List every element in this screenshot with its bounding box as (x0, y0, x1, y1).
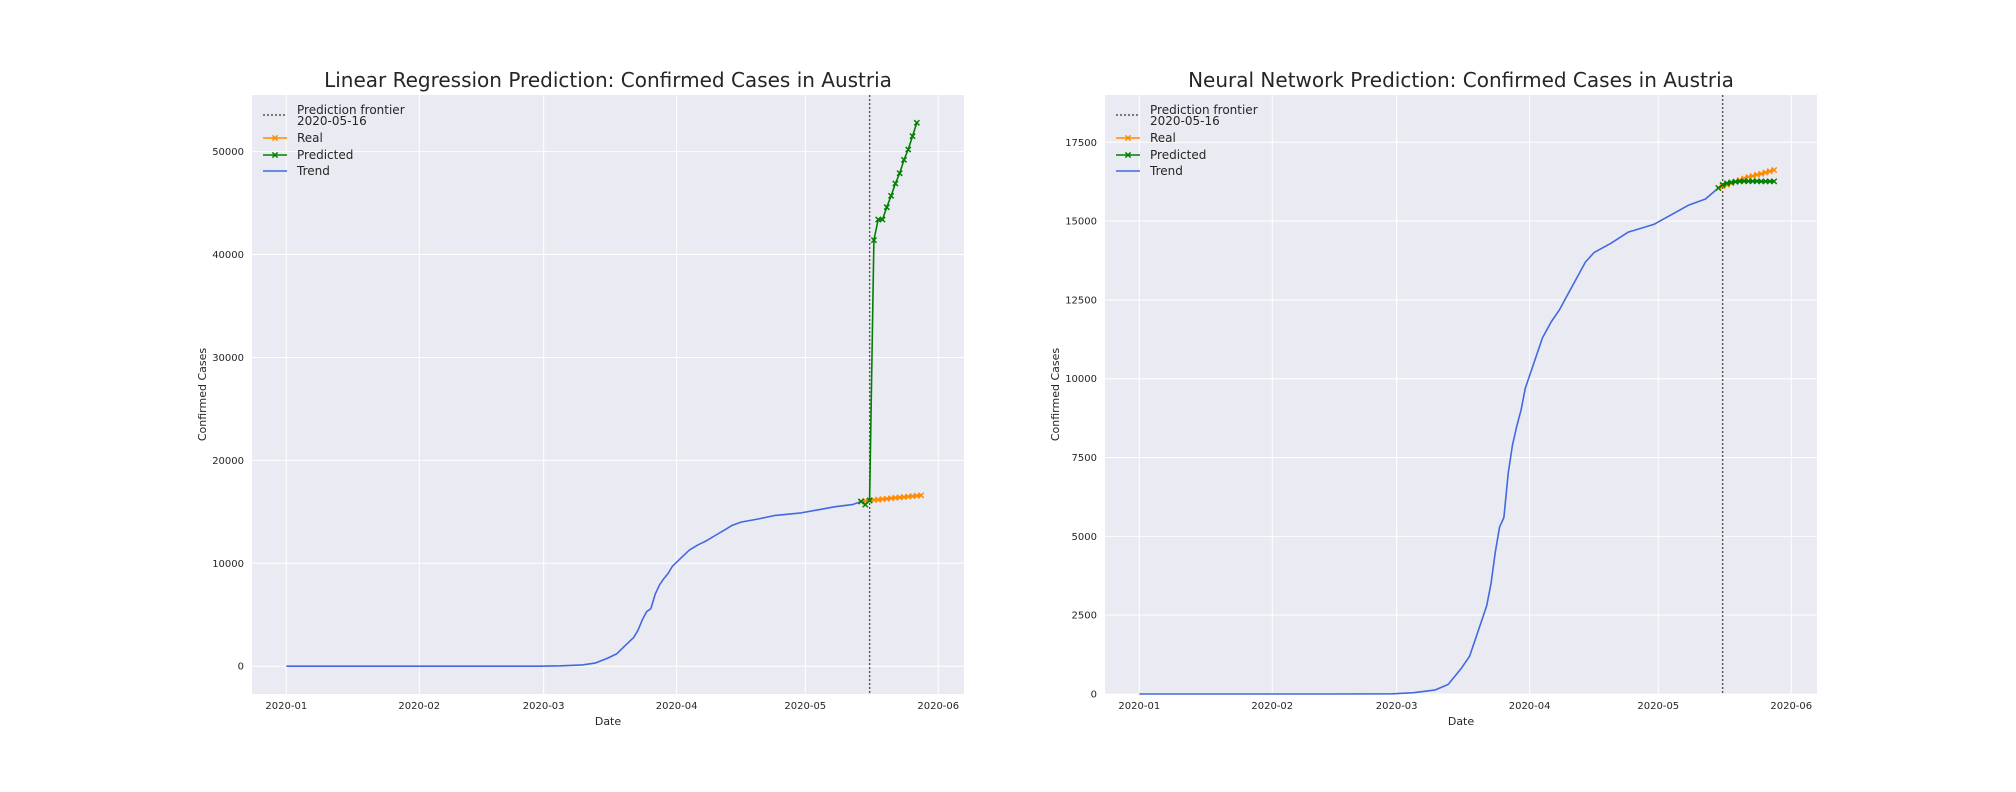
data-point-predicted (905, 146, 912, 153)
legend-label-real: Real (297, 131, 323, 145)
legend: Prediction frontier 2020-05-16 Real Predic… (1116, 103, 1258, 178)
data-point-predicted (1715, 184, 1722, 192)
x-tick-label: 2020-01 (265, 701, 307, 712)
data-point-real (1749, 172, 1756, 180)
data-point-predicted (900, 156, 908, 163)
grid (252, 95, 964, 694)
data-point-predicted (1770, 178, 1778, 185)
data-point-predicted (1719, 181, 1726, 188)
x-tick-label: 2020-03 (1376, 701, 1418, 712)
data-point-predicted (1723, 180, 1731, 187)
legend: Prediction frontier 2020-05-16 Real Predic… (263, 103, 405, 178)
y-tick-label: 0 (238, 662, 244, 673)
x-tick-label: 2020-05 (1637, 701, 1679, 712)
x-tick-label: 2020-03 (523, 701, 565, 712)
data-point-predicted (887, 192, 895, 199)
legend-label-frontier-date: 2020-05-16 (297, 114, 367, 128)
y-tick-label: 40000 (212, 250, 244, 261)
series-line-trend (1139, 187, 1719, 695)
data-point-real (1766, 168, 1773, 175)
data-point-predicted (870, 236, 878, 244)
legend-marker-predicted (1124, 151, 1132, 159)
chart-title: Neural Network Prediction: Confirmed Cas… (1188, 68, 1734, 92)
legend-label-frontier: Prediction frontier (1150, 103, 1258, 117)
data-point-real (1758, 170, 1765, 177)
legend-marker-real (271, 134, 279, 142)
legend-label-trend: Trend (296, 164, 330, 178)
data-point-predicted (879, 216, 886, 223)
legend-label-frontier: Prediction frontier (297, 103, 405, 117)
data-point-predicted (857, 498, 865, 505)
x-tick-label: 2020-04 (1509, 701, 1551, 712)
legend-label-real: Real (1150, 131, 1176, 145)
data-point-predicted (866, 497, 873, 504)
legend-label-predicted: Predicted (297, 148, 353, 162)
y-tick-label: 5000 (1072, 532, 1097, 543)
x-tick-label: 2020-05 (784, 701, 826, 712)
x-tick-label: 2020-06 (917, 701, 959, 712)
x-axis-label: Date (595, 715, 622, 728)
y-axis-label: Confirmed Cases (1049, 348, 1062, 442)
x-tick-label: 2020-01 (1118, 701, 1160, 712)
grid (1105, 95, 1817, 695)
legend-label-predicted: Predicted (1150, 148, 1206, 162)
chart-neural-network: 2020-01 2020-02 2020-03 2020-04 2020-05 2020-… (1049, 68, 1817, 728)
data-point-predicted (909, 133, 916, 140)
data-point-real (1753, 171, 1761, 178)
data-point-real (1770, 166, 1778, 174)
y-tick-label: 10000 (1065, 374, 1097, 385)
x-axis-label: Date (1448, 715, 1475, 728)
series-line-trend (286, 500, 862, 668)
legend-marker-real (1124, 134, 1132, 142)
x-tick-label: 2020-04 (656, 701, 698, 712)
y-tick-label: 7500 (1072, 453, 1097, 464)
data-point-real (917, 492, 925, 499)
data-point-predicted (896, 170, 903, 177)
y-tick-label: 20000 (212, 456, 244, 467)
x-tick-label: 2020-02 (398, 701, 440, 712)
y-tick-label: 17500 (1065, 138, 1097, 149)
data-point-predicted (892, 180, 899, 187)
chart-title: Linear Regression Prediction: Confirmed … (324, 68, 892, 92)
x-tick-label: 2020-06 (1770, 701, 1812, 712)
legend-label-trend: Trend (1149, 164, 1183, 178)
y-axis-label: Confirmed Cases (196, 348, 209, 442)
y-tick-label: 15000 (1065, 217, 1097, 228)
y-tick-label: 50000 (212, 147, 244, 158)
data-point-predicted (883, 204, 890, 211)
legend-label-frontier-date: 2020-05-16 (1150, 114, 1220, 128)
x-tick-label: 2020-02 (1251, 701, 1293, 712)
y-tick-label: 0 (1091, 690, 1097, 701)
legend-marker-predicted (271, 151, 279, 159)
chart-linear-regression: 2020-01 2020-02 2020-03 2020-04 2020-05 2020-… (196, 68, 964, 728)
y-tick-label: 12500 (1065, 295, 1097, 306)
y-tick-label: 30000 (212, 353, 244, 364)
data-point-predicted (913, 119, 920, 126)
plot-area (252, 95, 964, 694)
y-tick-label: 2500 (1072, 611, 1097, 622)
data-point-real (1762, 169, 1769, 176)
y-tick-label: 10000 (212, 559, 244, 570)
plot-area (1105, 95, 1817, 694)
